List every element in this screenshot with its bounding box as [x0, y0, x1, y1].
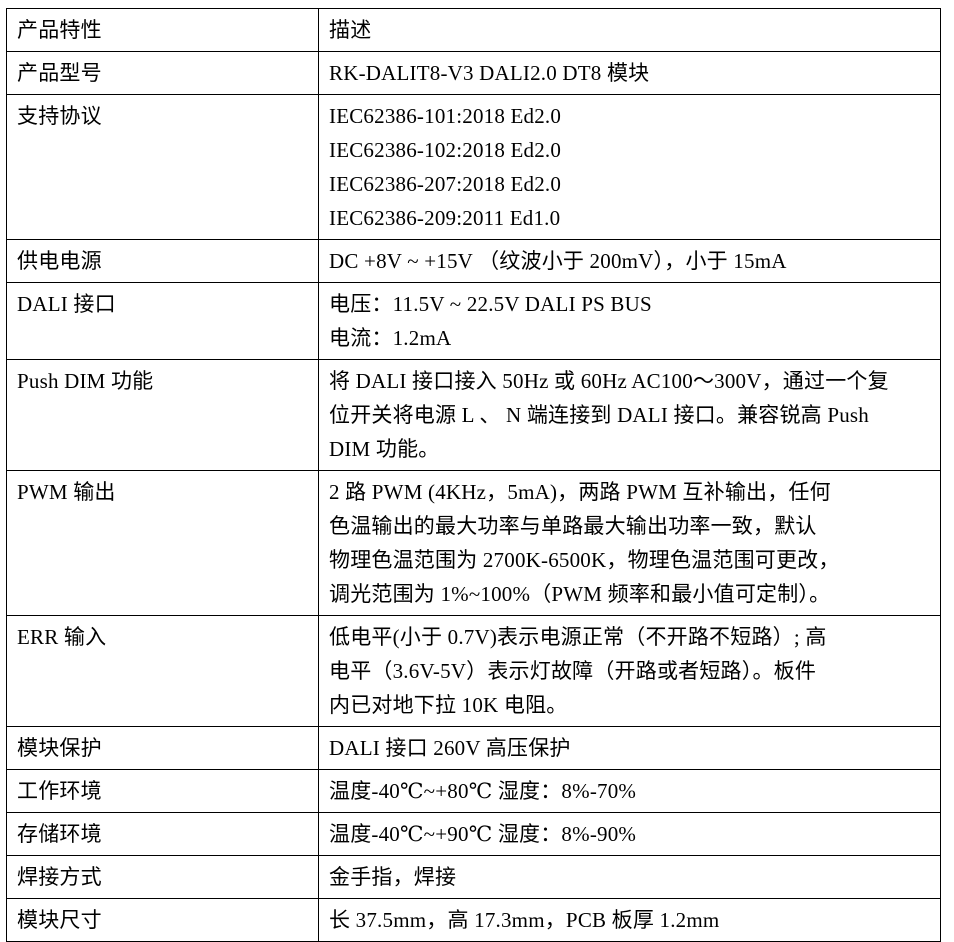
desc-line: 长 37.5mm，高 17.3mm，PCB 板厚 1.2mm — [329, 908, 720, 932]
table-row-operating-environment: 工作环境 温度-40℃~+80℃ 湿度：8%-70% — [6, 769, 941, 813]
feature-description: DALI 接口 260V 高压保护 — [318, 726, 941, 770]
desc-line: IEC62386-102:2018 Ed2.0 — [329, 138, 562, 162]
feature-label: PWM 输出 — [6, 470, 319, 616]
feature-label: ERR 输入 — [6, 615, 319, 727]
table-row-power-supply: 供电电源 DC +8V ~ +15V （纹波小于 200mV），小于 15mA — [6, 239, 941, 283]
feature-description: 2 路 PWM (4KHz，5mA)，两路 PWM 互补输出，任何 色温输出的最… — [318, 470, 941, 616]
desc-line: 内已对地下拉 10K 电阻。 — [329, 693, 568, 717]
table-row-err-input: ERR 输入 低电平(小于 0.7V)表示电源正常（不开路不短路）; 高 电平（… — [6, 615, 941, 727]
feature-label: 支持协议 — [6, 94, 319, 240]
desc-line: 低电平(小于 0.7V)表示电源正常（不开路不短路）; 高 — [329, 625, 827, 649]
desc-line: 调光范围为 1%~100%（PWM 频率和最小值可定制）。 — [329, 582, 831, 606]
desc-line: 电流：1.2mA — [329, 326, 452, 350]
table-row-module-dimensions: 模块尺寸 长 37.5mm，高 17.3mm，PCB 板厚 1.2mm — [6, 898, 941, 942]
feature-label: 存储环境 — [6, 812, 319, 856]
desc-line: 2 路 PWM (4KHz，5mA)，两路 PWM 互补输出，任何 — [329, 480, 831, 504]
desc-line: 将 DALI 接口接入 50Hz 或 60Hz AC100～300V，通过一个复 — [329, 369, 889, 393]
desc-line: 温度-40℃~+80℃ 湿度：8%-70% — [329, 779, 637, 803]
column-header-feature: 产品特性 — [6, 8, 319, 52]
feature-description: 温度-40℃~+80℃ 湿度：8%-70% — [318, 769, 941, 813]
desc-line: 温度-40℃~+90℃ 湿度：8%-90% — [329, 822, 637, 846]
column-header-description: 描述 — [318, 8, 941, 52]
desc-line: 物理色温范围为 2700K-6500K，物理色温范围可更改， — [329, 548, 840, 572]
feature-label: 模块尺寸 — [6, 898, 319, 942]
table-row-soldering-method: 焊接方式 金手指，焊接 — [6, 855, 941, 899]
feature-label: 模块保护 — [6, 726, 319, 770]
feature-label: 焊接方式 — [6, 855, 319, 899]
feature-label: 工作环境 — [6, 769, 319, 813]
feature-description: DC +8V ~ +15V （纹波小于 200mV），小于 15mA — [318, 239, 941, 283]
product-specification-table: 产品特性 描述 产品型号 RK-DALIT8-V3 DALI2.0 DT8 模块… — [6, 8, 941, 942]
table-row-product-model: 产品型号 RK-DALIT8-V3 DALI2.0 DT8 模块 — [6, 51, 941, 95]
feature-label: DALI 接口 — [6, 282, 319, 360]
table-row-storage-environment: 存储环境 温度-40℃~+90℃ 湿度：8%-90% — [6, 812, 941, 856]
desc-line: 位开关将电源 L 、 N 端连接到 DALI 接口。兼容锐高 Push — [329, 403, 869, 427]
table-row-push-dim: Push DIM 功能 将 DALI 接口接入 50Hz 或 60Hz AC10… — [6, 359, 941, 471]
desc-line: DALI 接口 260V 高压保护 — [329, 736, 571, 760]
feature-label: 产品型号 — [6, 51, 319, 95]
table-row-supported-protocols: 支持协议 IEC62386-101:2018 Ed2.0 IEC62386-10… — [6, 94, 941, 240]
table-row-dali-interface: DALI 接口 电压：11.5V ~ 22.5V DALI PS BUS 电流：… — [6, 282, 941, 360]
desc-line: DC +8V ~ +15V （纹波小于 200mV），小于 15mA — [329, 249, 787, 273]
desc-line: IEC62386-101:2018 Ed2.0 — [329, 104, 562, 128]
feature-description: 温度-40℃~+90℃ 湿度：8%-90% — [318, 812, 941, 856]
desc-line: IEC62386-207:2018 Ed2.0 — [329, 172, 562, 196]
feature-description: 金手指，焊接 — [318, 855, 941, 899]
desc-line: DIM 功能。 — [329, 437, 440, 461]
feature-label: 供电电源 — [6, 239, 319, 283]
table-row-module-protection: 模块保护 DALI 接口 260V 高压保护 — [6, 726, 941, 770]
feature-description: 长 37.5mm，高 17.3mm，PCB 板厚 1.2mm — [318, 898, 941, 942]
table-header-row: 产品特性 描述 — [6, 8, 941, 52]
desc-line: 金手指，焊接 — [329, 865, 457, 889]
feature-description: RK-DALIT8-V3 DALI2.0 DT8 模块 — [318, 51, 941, 95]
desc-line: RK-DALIT8-V3 DALI2.0 DT8 模块 — [329, 61, 650, 85]
desc-line: 电平（3.6V-5V）表示灯故障（开路或者短路）。板件 — [329, 659, 817, 683]
table-row-pwm-output: PWM 输出 2 路 PWM (4KHz，5mA)，两路 PWM 互补输出，任何… — [6, 470, 941, 616]
feature-description: 电压：11.5V ~ 22.5V DALI PS BUS 电流：1.2mA — [318, 282, 941, 360]
desc-line: 电压：11.5V ~ 22.5V DALI PS BUS — [329, 292, 652, 316]
feature-description: IEC62386-101:2018 Ed2.0 IEC62386-102:201… — [318, 94, 941, 240]
feature-description: 低电平(小于 0.7V)表示电源正常（不开路不短路）; 高 电平（3.6V-5V… — [318, 615, 941, 727]
specification-table-container: 产品特性 描述 产品型号 RK-DALIT8-V3 DALI2.0 DT8 模块… — [6, 8, 941, 942]
feature-description: 将 DALI 接口接入 50Hz 或 60Hz AC100～300V，通过一个复… — [318, 359, 941, 471]
desc-line: 色温输出的最大功率与单路最大输出功率一致，默认 — [329, 514, 817, 538]
desc-line: IEC62386-209:2011 Ed1.0 — [329, 206, 561, 230]
feature-label: Push DIM 功能 — [6, 359, 319, 471]
